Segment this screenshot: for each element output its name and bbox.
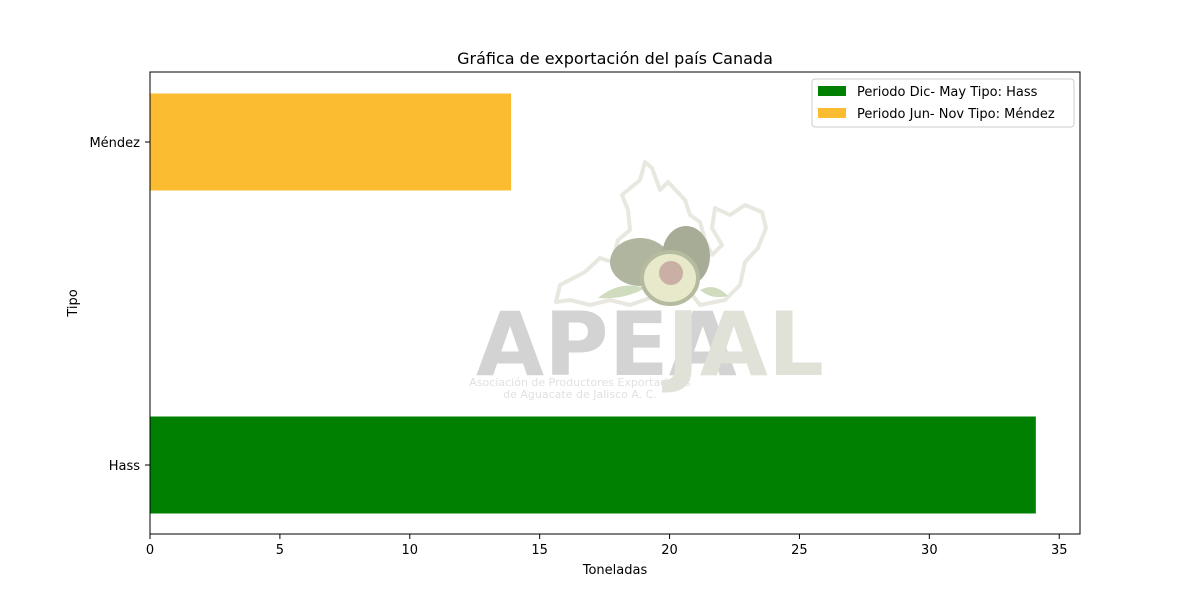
bar-méndez: [150, 93, 512, 191]
plot-area-frame: [149, 71, 1081, 535]
bars-group: [150, 93, 1036, 514]
watermark-logo-text-left: APEA: [476, 293, 737, 396]
legend-swatch: [818, 86, 846, 96]
bar-hass: [150, 416, 1036, 514]
x-axis-ticks: 0 5 10 15 20 25 30 35: [146, 534, 1068, 558]
y-tick-label-hass: Hass: [109, 459, 141, 474]
y-axis-ticks: Hass Méndez: [89, 136, 150, 474]
leaf-icon: [598, 285, 645, 299]
avocado-seed-icon: [659, 261, 683, 285]
legend-label: Periodo Dic- May Tipo: Hass: [857, 85, 1038, 100]
leaf-icon: [700, 287, 728, 298]
watermark-subtitle-line2: de Aguacate de Jalisco A. C.: [503, 388, 657, 401]
y-axis-label: Tipo: [66, 289, 81, 317]
watermark-logo-text-right: JAL: [662, 293, 824, 396]
legend: Periodo Dic- May Tipo: Hass Periodo Jun- …: [811, 78, 1075, 128]
x-axis-label: Toneladas: [582, 563, 648, 578]
legend-box: [811, 78, 1075, 128]
legend-swatch: [818, 108, 846, 118]
legend-label: Periodo Jun- Nov Tipo: Méndez: [857, 107, 1055, 122]
y-tick-label-méndez: Méndez: [89, 136, 140, 151]
x-tick-label: 15: [531, 543, 548, 558]
apeajal-watermark-logo: APEA JAL Asociación de Productores Expor…: [469, 160, 824, 401]
x-tick-label: 35: [1051, 543, 1068, 558]
x-tick-label: 20: [661, 543, 678, 558]
x-tick-label: 30: [921, 543, 938, 558]
x-tick-label: 10: [402, 543, 419, 558]
x-tick-label: 5: [276, 543, 284, 558]
x-tick-label: 0: [146, 543, 154, 558]
x-tick-label: 25: [791, 543, 808, 558]
watermark-subtitle-line1: Asociación de Productores Exportadores: [469, 376, 691, 389]
chart-title: Gráfica de exportación del país Canada: [457, 49, 773, 68]
